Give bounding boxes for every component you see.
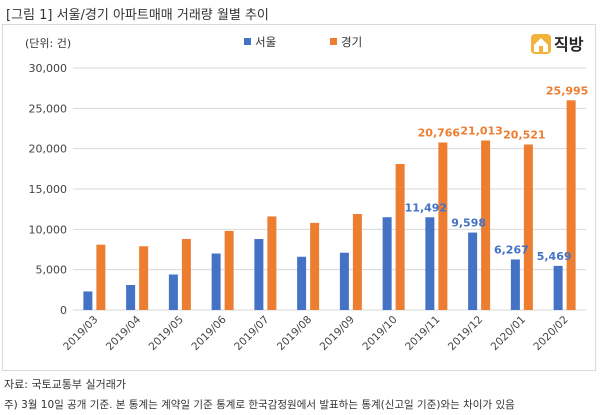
bar-seoul [382,217,392,310]
x-tick-label: 2019/08 [275,314,314,353]
data-label-gyeonggi: 21,013 [460,124,502,137]
bar-gyeonggi [352,214,362,310]
bar-gyeonggi [267,216,277,310]
bar-gyeonggi [96,244,106,310]
footnote: 주) 3월 10일 공개 기준. 본 통계는 계약일 기준 통계로 한국감정원에… [4,399,515,411]
x-tick-label: 2019/04 [104,313,144,353]
bar-seoul [553,265,563,310]
x-tick-label: 2019/09 [318,314,357,353]
logo-text: 직방 [554,35,584,54]
bar-seoul [468,232,478,310]
legend-swatch-seoul [244,38,251,45]
bar-gyeonggi [139,246,149,310]
bar-seoul [83,291,93,310]
x-tick-label: 2019/06 [189,313,229,353]
bar-gyeonggi [523,144,533,310]
data-label-seoul: 11,492 [405,201,447,214]
data-label-gyeonggi: 25,995 [546,84,588,97]
bar-seoul [510,259,520,310]
x-axis-ticks: 2019/03 2019/04 2019/05 2019/06 2019/07 2019/… [61,313,571,353]
x-tick-label: 2019/10 [360,314,399,353]
bar-gyeonggi [310,222,320,310]
legend-label-gyeonggi: 경기 [341,35,362,49]
bar-gyeonggi [395,163,405,310]
y-tick-label: 10,000 [29,223,68,236]
y-tick-label: 5,000 [36,264,68,277]
data-label-seoul: 9,598 [451,217,486,230]
y-tick-label: 30,000 [29,62,68,75]
bar-gyeonggi [224,230,234,310]
house-logo-icon [531,34,551,54]
bar-seoul [297,256,307,310]
bar-seoul [211,253,221,310]
legend: 서울 경기 [244,35,362,49]
data-label-gyeonggi: 20,766 [418,126,461,139]
x-tick-label: 2020/01 [489,314,528,353]
bar-seoul [339,252,349,310]
x-tick-label: 2019/11 [403,314,442,353]
data-label-gyeonggi: 20,521 [503,128,545,141]
legend-label-seoul: 서울 [255,35,276,49]
y-tick-label: 25,000 [29,102,68,115]
bar-gyeonggi [566,100,576,310]
chart-frame: 0 5,000 10,000 15,000 20,000 25,000 30,000 201… [2,24,596,371]
bar-seoul [168,274,178,310]
x-tick-label: 2019/07 [232,314,271,353]
gridlines [73,67,586,311]
unit-label: (단위: 건) [25,37,71,50]
y-tick-label: 20,000 [29,143,68,156]
x-tick-label: 2019/03 [61,314,100,353]
bar-chart: 0 5,000 10,000 15,000 20,000 25,000 30,000 201… [25,34,589,353]
legend-swatch-gyeonggi [330,38,337,45]
x-tick-label: 2019/12 [446,314,485,353]
bar-seoul [254,239,264,310]
x-tick-label: 2019/05 [147,314,186,353]
source-note: 자료: 국토교통부 실거래가 [4,378,127,391]
data-label-seoul: 6,267 [494,243,529,256]
y-tick-label: 0 [60,304,67,317]
figure-title: [그림 1] 서울/경기 아파트매매 거래량 월별 추이 [6,8,269,23]
bar-gyeonggi [481,140,491,310]
bar-gyeonggi [438,142,448,310]
bar-seoul [425,217,435,310]
data-label-seoul: 5,469 [537,250,572,263]
y-axis-ticks: 0 5,000 10,000 15,000 20,000 25,000 30,000 [29,62,68,317]
data-labels: 11,492 9,598 6,267 5,469 20,766 21,013 20,521 2… [405,84,589,263]
bar-seoul [126,284,136,310]
y-tick-label: 15,000 [29,183,68,196]
bars [83,100,576,310]
x-tick-label: 2020/02 [531,314,570,353]
bar-gyeonggi [181,239,191,310]
